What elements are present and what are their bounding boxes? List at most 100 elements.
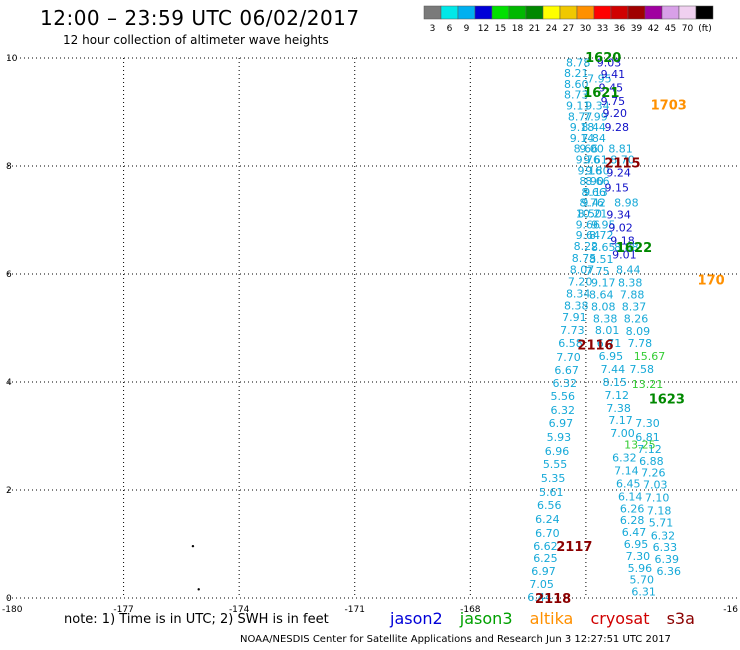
- wave-height-value: 6.32: [552, 377, 577, 390]
- wave-height-value: 7.84: [581, 132, 606, 145]
- colorbar-tick-label: 30: [580, 24, 592, 34]
- wave-height-value: 8.64: [589, 289, 614, 302]
- wave-height-value: 8.78: [566, 56, 591, 69]
- wave-height-value: 13.21: [632, 378, 664, 391]
- wave-height-value: 7.30: [635, 417, 660, 430]
- wave-height-value: 9.17: [591, 277, 616, 290]
- wave-height-value: 7.20: [568, 276, 593, 289]
- wave-height-value: 8.66: [574, 143, 599, 156]
- colorbar-tick-label: 18: [512, 24, 524, 34]
- wave-height-value: 7.95: [587, 73, 612, 86]
- wave-height-value: 6.97: [531, 565, 556, 578]
- wave-height-value: 7.05: [529, 578, 554, 591]
- wave-height-value: 6.71: [597, 337, 622, 350]
- legend-jason3: jason3: [459, 609, 513, 628]
- wave-height-value: 5.70: [630, 574, 655, 587]
- wave-height-value: 6.32: [612, 452, 637, 465]
- wave-height-value: 9.28: [604, 121, 629, 134]
- track-dot: [191, 544, 195, 548]
- wave-height-value: 5.35: [541, 472, 566, 485]
- wave-height-value: 6.88: [639, 455, 664, 468]
- wave-height-value: 9.66: [576, 218, 601, 231]
- wave-height-value: 8.75: [572, 252, 597, 265]
- wave-height-value: 8.51: [589, 253, 614, 266]
- colorbar-tick-label: 27: [563, 24, 574, 34]
- pass-time-label: 2115: [604, 156, 640, 171]
- wave-height-value: 9.11: [566, 100, 591, 113]
- wave-height-value: 7.73: [560, 324, 585, 337]
- wave-height-value: 8.72: [589, 229, 614, 242]
- wave-height-value: 7.14: [614, 465, 639, 478]
- wave-height-value: 6.32: [551, 404, 576, 417]
- wave-height-value: 8.08: [591, 300, 616, 313]
- y-axis-labels: 0 2 4 6 8 10: [6, 54, 18, 604]
- wave-height-value: 9.80: [585, 164, 610, 177]
- wave-height-value: 5.71: [649, 516, 674, 529]
- wave-height-value: 6.14: [618, 490, 643, 503]
- wave-height-value: 7.03: [643, 479, 668, 492]
- x-tick-label: -171: [345, 605, 365, 615]
- wave-height-value: 6.45: [616, 478, 641, 491]
- wave-height-value: 9.64: [576, 229, 601, 242]
- legend-s3a: s3a: [666, 609, 695, 628]
- wave-height-value: 7.88: [620, 289, 645, 302]
- wave-height-value: 8.07: [570, 264, 595, 277]
- wave-height-value: 5.96: [628, 562, 653, 575]
- wave-height-value: 8.66: [581, 186, 606, 199]
- x-tick-label: -174: [229, 605, 250, 615]
- pass-time-label: 2117: [556, 540, 592, 555]
- wave-height-value: 6.25: [533, 552, 558, 565]
- wave-height-value: 8.44: [581, 121, 606, 134]
- wave-height-value: 9.61: [583, 154, 608, 167]
- wave-height-value: 5.93: [547, 431, 572, 444]
- wave-height-value: 6.70: [535, 527, 560, 540]
- wave-height-value: 8.38: [593, 312, 618, 325]
- wave-height-value: 8.26: [624, 312, 649, 325]
- wave-height-value: 9.34: [606, 209, 631, 222]
- wave-height-value: 9.76: [576, 154, 601, 167]
- wave-height-value: 8.81: [608, 143, 633, 156]
- wave-height-value: 9.41: [601, 68, 626, 81]
- wave-height-value: 7.18: [647, 505, 672, 518]
- wave-height-value: 9.18: [570, 121, 595, 134]
- satellite-legend: jason2 jason3 altika cryosat s3a: [390, 609, 707, 628]
- wave-height-value: 8.38: [618, 277, 643, 290]
- wave-height-value: 7.17: [608, 414, 633, 427]
- wave-height-value: 6.62: [533, 540, 558, 553]
- map-subtitle: 12 hour collection of altimeter wave hei…: [63, 33, 329, 47]
- wave-height-value: 7.70: [556, 351, 581, 364]
- colorbar-tick-label: 70: [682, 24, 694, 34]
- colorbar-tick-label: 9: [464, 24, 470, 34]
- wave-height-value: 8.98: [614, 197, 639, 210]
- colorbar: 3 6 9 12 15 18 21 24 27 30 33 36 39 42 45 70 (ft): [423, 5, 714, 34]
- wave-height-value: 6.44: [527, 591, 552, 604]
- wave-height-value: 13.25: [624, 439, 656, 452]
- colorbar-tick-label: 39: [631, 24, 643, 34]
- wave-height-value: 9.18: [610, 235, 635, 248]
- wave-height-value: 8.15: [603, 376, 628, 389]
- colorbar-unit: (ft): [698, 24, 712, 34]
- wave-height-value: 9.00: [579, 143, 604, 156]
- wave-height-value: 6.31: [631, 586, 656, 599]
- x-tick-label: -177: [113, 605, 133, 615]
- wave-height-value: 6.36: [656, 565, 681, 578]
- wave-height-value: 7.12: [637, 443, 662, 456]
- time-labels: 1620 1621 1703 2115 1622 170 2116 1623 2117 2118: [535, 51, 725, 607]
- colorbar-tick-label: 3: [430, 24, 436, 34]
- wave-height-value: 5.55: [543, 458, 568, 471]
- wave-height-value: 9.16: [577, 164, 602, 177]
- wave-height-value: 6.95: [624, 538, 649, 551]
- colorbar-tick-label: 24: [546, 24, 558, 34]
- pass-time-label: 1621: [583, 86, 619, 101]
- wave-height-value: 7.78: [628, 337, 653, 350]
- wave-height-value: 6.32: [651, 529, 676, 542]
- wave-height-value: 7.44: [601, 363, 626, 376]
- wave-height-value: 8.50: [577, 208, 602, 221]
- wave-height-value: 6.39: [655, 553, 680, 566]
- y-tick-label: 10: [6, 54, 18, 64]
- colorbar-tick-label: 42: [648, 24, 659, 34]
- colorbar-tick-label: 36: [614, 24, 626, 34]
- wave-height-value: 7.91: [562, 311, 587, 324]
- wave-height-value: 6.24: [535, 513, 560, 526]
